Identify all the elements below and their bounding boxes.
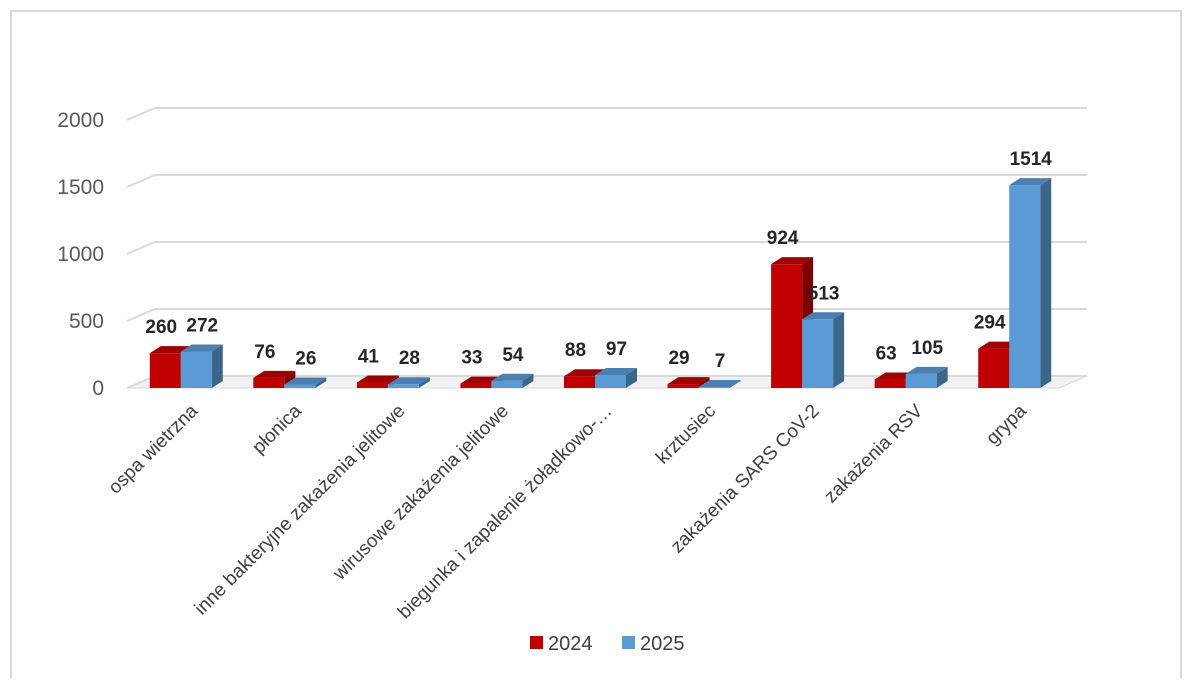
data-label: 294: [974, 313, 1006, 334]
bar-2025: [905, 373, 937, 388]
category-label: ospa wietrzna: [105, 400, 203, 498]
data-label: 1514: [1010, 149, 1053, 170]
bar-2024: [771, 264, 803, 388]
legend-swatch-2024: [530, 636, 543, 649]
data-label: 63: [876, 344, 897, 365]
bar-2025: [595, 375, 626, 388]
category-label: grypa: [982, 400, 1031, 449]
data-label: 513: [808, 283, 840, 304]
legend-label-2024: 2024: [548, 633, 593, 655]
legend-label-2025: 2025: [640, 633, 685, 655]
data-label: 260: [145, 317, 177, 338]
bar-top: [905, 366, 948, 374]
bar-2024: [149, 353, 181, 388]
legend: 2024 2025: [530, 633, 685, 655]
y-tick-label: 500: [69, 310, 104, 333]
bars: [149, 178, 1052, 388]
bar-2025: [802, 319, 834, 388]
category-label: wirusowe zakażenia jelitowe: [329, 401, 513, 585]
data-label: 41: [358, 347, 380, 368]
bar-2025: [1009, 185, 1041, 388]
bar-2025: [180, 351, 212, 388]
gridline: [126, 308, 1087, 322]
bar-top: [698, 380, 741, 388]
bar-side: [626, 368, 637, 388]
bar-top: [387, 377, 430, 385]
category-label: płonica: [248, 400, 306, 458]
bar-top: [491, 373, 534, 381]
y-tick-label: 2000: [57, 109, 104, 132]
bar-2025: [491, 380, 523, 388]
data-label: 924: [767, 228, 799, 249]
data-label: 28: [399, 348, 420, 369]
data-label: 272: [186, 316, 218, 337]
data-label: 76: [254, 342, 275, 363]
data-label: 26: [295, 349, 316, 370]
category-label: krztusiec: [652, 401, 720, 469]
bar-side: [315, 377, 327, 388]
bar-side: [729, 380, 741, 388]
bar-2024: [667, 384, 699, 388]
bar-side: [522, 373, 534, 388]
bar-top: [284, 377, 327, 385]
bar-top: [564, 369, 606, 377]
category-label: zakażenia RSV: [820, 400, 927, 507]
bar-2025: [698, 387, 730, 388]
bar-side: [211, 344, 223, 388]
bar-top: [180, 344, 223, 352]
data-label: 105: [911, 338, 943, 359]
gridline: [126, 174, 1087, 188]
y-tick-label: 1500: [57, 176, 104, 199]
bar-side: [833, 312, 845, 388]
data-label: 33: [461, 348, 482, 369]
bar-2024: [874, 379, 906, 388]
y-tick-label: 1000: [57, 243, 104, 266]
category-label: biegunka i zapalenie żołądkowo-…: [394, 401, 616, 623]
data-label: 97: [606, 339, 627, 360]
bar-2024: [253, 377, 285, 388]
y-tick-label: 0: [92, 377, 104, 400]
bar-side: [698, 377, 710, 388]
bar-side: [936, 366, 948, 388]
category-label: inne bakteryjne zakażenia jelitowe: [191, 401, 410, 620]
bar-2025: [284, 384, 316, 388]
bar-2025: [387, 384, 419, 388]
data-label: 88: [565, 340, 586, 361]
bar-2024: [356, 382, 388, 388]
gridline: [126, 241, 1087, 255]
data-labels: 260 272 76 26 41 28 33 54 88 97 29 7 924 513 63 105 294 1…: [145, 149, 1052, 372]
bar-side: [1040, 178, 1052, 388]
data-label: 54: [502, 345, 524, 366]
legend-swatch-2025: [622, 636, 635, 649]
data-label: 29: [668, 348, 689, 369]
bar-2024: [978, 348, 1010, 388]
y-axis-ticks: 0 500 1000 1500 2000: [57, 109, 104, 400]
bar-top: [667, 377, 710, 385]
bar-top: [595, 368, 637, 376]
bar-top: [1009, 178, 1052, 186]
bar-top: [802, 312, 845, 320]
bar-side: [418, 377, 430, 388]
gridline: [126, 107, 1087, 121]
bar-top: [356, 375, 399, 383]
bar-2024: [460, 383, 492, 388]
bar-top: [253, 370, 296, 378]
bar-2024: [564, 376, 595, 388]
data-label: 7: [715, 351, 726, 372]
bar-top: [771, 257, 814, 265]
